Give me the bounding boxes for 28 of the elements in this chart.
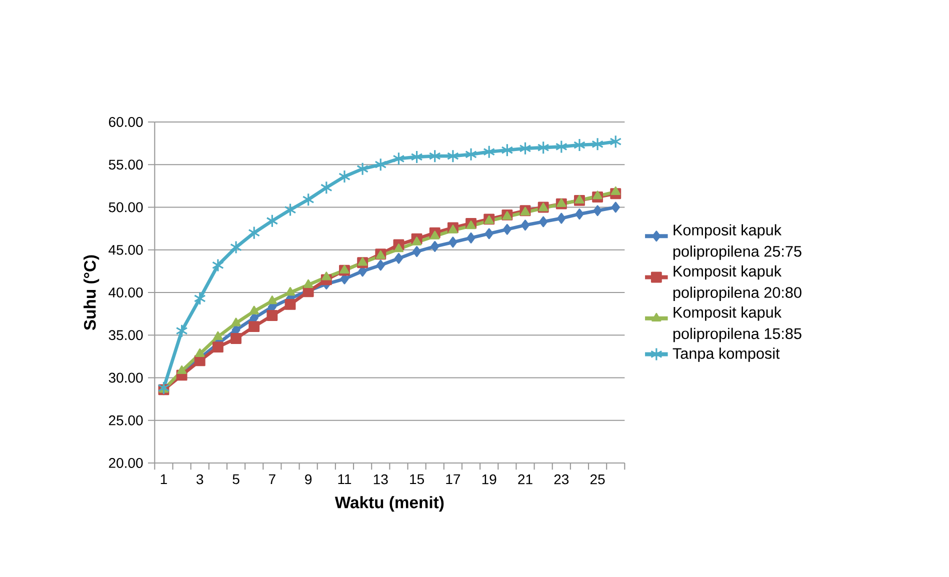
y-tick-label: 45.00 xyxy=(108,244,143,255)
x-tick-label: 5 xyxy=(232,474,240,484)
x-tick-label: 9 xyxy=(305,474,312,484)
x-tick-label: 1 xyxy=(160,474,167,484)
legend-label: Komposit kapuk polipropilena 20:80 xyxy=(673,265,802,301)
y-tick-label: 50.00 xyxy=(108,202,143,212)
y-axis-title: Suhu (°C) xyxy=(84,255,100,330)
x-tick-label: 25 xyxy=(590,474,605,484)
x-tick-label: 17 xyxy=(446,474,460,484)
y-tick-label: 55.00 xyxy=(108,160,143,170)
x-tick-label: 15 xyxy=(410,474,424,484)
x-tick-label: 23 xyxy=(554,474,569,484)
y-tick-label: 35.00 xyxy=(108,330,143,340)
x-tick-label: 19 xyxy=(482,474,496,484)
x-tick-label: 21 xyxy=(518,474,532,484)
y-tick-label: 25.00 xyxy=(108,415,143,426)
x-axis-title: Waktu (menit) xyxy=(334,496,444,512)
x-tick-label: 3 xyxy=(196,474,204,484)
y-tick-label: 20.00 xyxy=(108,458,143,468)
x-tick-label: 13 xyxy=(374,474,388,484)
y-tick-label: 30.00 xyxy=(108,372,143,383)
y-tick-label: 60.00 xyxy=(108,117,143,127)
legend-label: Komposit kapuk polipropilena 25:75 xyxy=(673,224,802,260)
y-tick-label: 40.00 xyxy=(108,288,143,298)
legend-label: Komposit kapuk polipropilena 15:85 xyxy=(673,306,802,342)
x-tick-label: 11 xyxy=(338,474,352,484)
legend-label: Tanpa komposit xyxy=(672,348,780,362)
x-tick-label: 7 xyxy=(268,474,276,484)
